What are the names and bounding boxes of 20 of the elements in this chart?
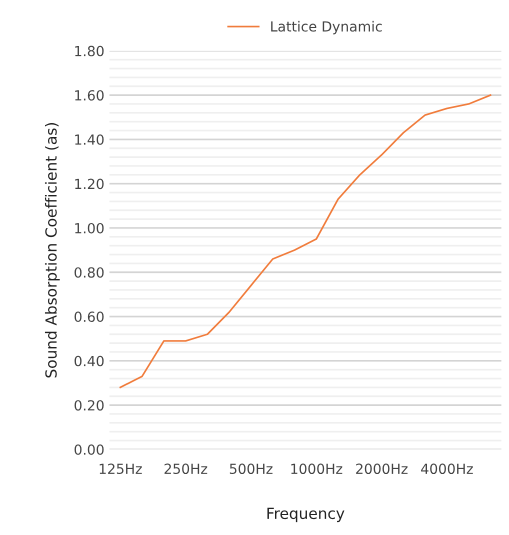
x-tick-label: 250Hz (164, 464, 208, 474)
y-tick-label: 0.80 (74, 267, 104, 278)
y-tick-label: 0.40 (74, 356, 104, 366)
y-tick-label: 0.60 (74, 312, 104, 322)
legend-label: Lattice Dynamic (271, 20, 382, 34)
x-tick-label: 2000Hz (356, 464, 408, 474)
x-tick-label: 1000Hz (291, 464, 342, 474)
y-tick-label: 1.60 (75, 90, 104, 101)
y-tick-label: 0.20 (74, 400, 104, 411)
x-tick-label: 125Hz (100, 464, 142, 474)
x-tick-label: 4000Hz (421, 464, 473, 474)
y-tick-label: 1.20 (75, 178, 104, 190)
y-tick-label: 0.00 (74, 444, 104, 455)
x-axis-title: Frequency (267, 508, 344, 522)
y-axis-title: Sound Absorption Coefficient (as) (44, 123, 60, 378)
y-tick-label: 1.00 (75, 222, 104, 234)
line-series (119, 94, 492, 388)
y-tick-label: 1.40 (75, 134, 104, 145)
x-tick-label: 500Hz (230, 464, 272, 474)
y-tick-label: 1.80 (75, 46, 104, 56)
